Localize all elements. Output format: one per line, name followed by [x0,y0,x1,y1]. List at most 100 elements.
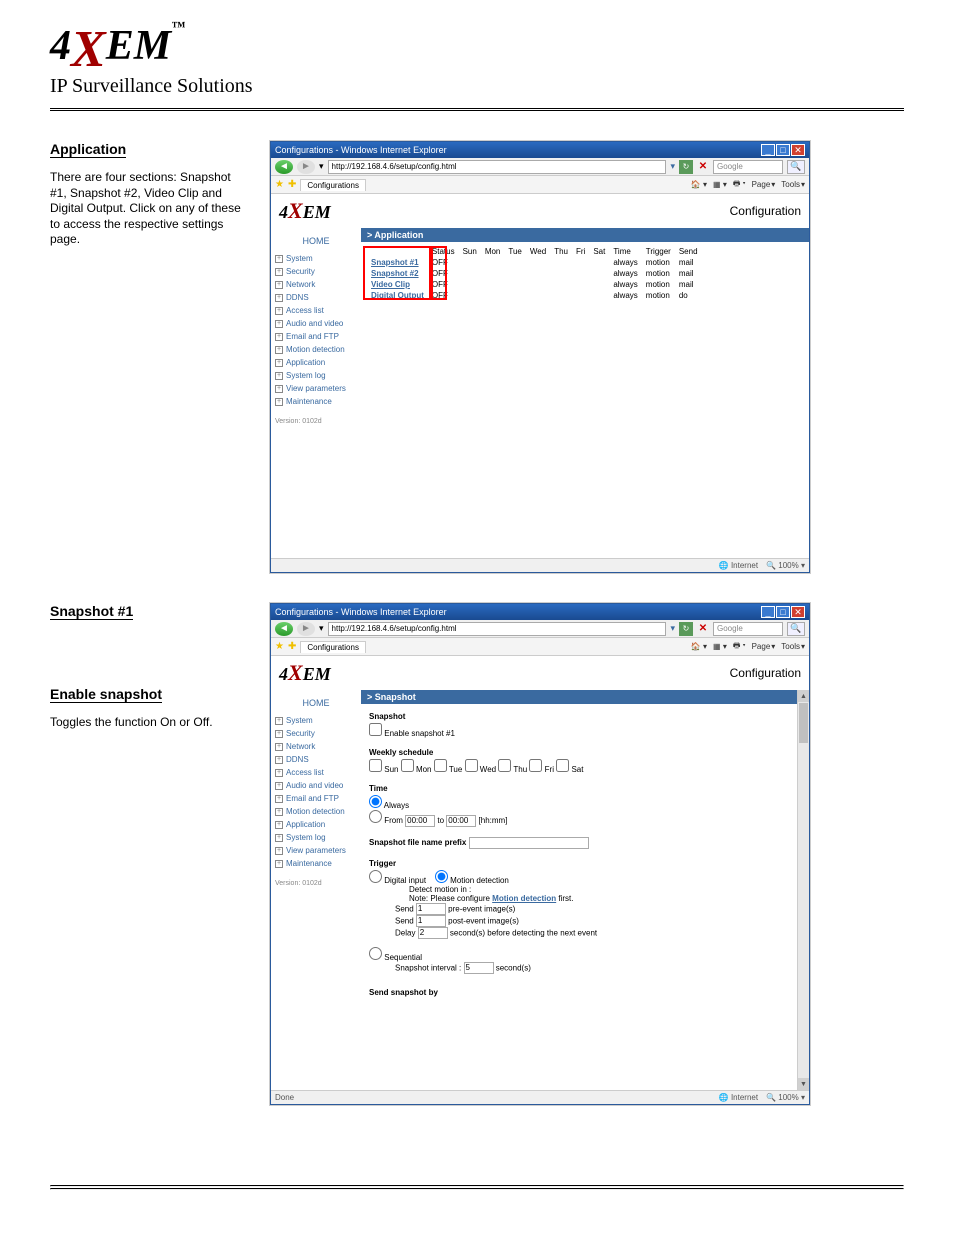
app-link[interactable]: Snapshot #1 [371,258,419,267]
expand-icon[interactable]: + [275,398,283,406]
motion-detection-link[interactable]: Motion detection [492,894,556,903]
sidebar-item[interactable]: +DDNS [273,291,359,304]
forward-button[interactable]: ► [297,160,315,174]
address-dropdown[interactable]: ▾ [670,623,675,634]
expand-icon[interactable]: + [275,255,283,263]
day-checkbox[interactable] [529,759,542,772]
print-tool[interactable]: 🖶 ▾ [733,640,746,654]
pre-event-input[interactable] [416,903,446,915]
sidebar-item[interactable]: +System log [273,369,359,382]
day-checkbox[interactable] [401,759,414,772]
day-checkbox[interactable] [556,759,569,772]
history-dropdown[interactable]: ▾ [319,623,324,634]
refresh-button[interactable]: ↻ [679,160,693,174]
expand-icon[interactable]: + [275,385,283,393]
sidebar-item[interactable]: +View parameters [273,844,359,857]
app-link[interactable]: Snapshot #2 [371,269,419,278]
expand-icon[interactable]: + [275,730,283,738]
from-time-input[interactable] [405,815,435,827]
scroll-down-button[interactable]: ▼ [798,1078,809,1090]
page-tool[interactable]: Page ▾ [752,180,776,189]
post-event-input[interactable] [416,915,446,927]
sidebar-item[interactable]: +Security [273,265,359,278]
page-tool[interactable]: Page ▾ [752,642,776,651]
sidebar-item[interactable]: +System [273,252,359,265]
sidebar-item[interactable]: +System [273,714,359,727]
sidebar-item[interactable]: +Application [273,818,359,831]
scrollbar[interactable]: ▲ ▼ [797,690,809,1090]
expand-icon[interactable]: + [275,281,283,289]
close-button[interactable]: ✕ [791,606,805,618]
sidebar-item[interactable]: +Maintenance [273,395,359,408]
app-link[interactable]: Video Clip [371,280,410,289]
interval-input[interactable] [464,962,494,974]
sidebar-item[interactable]: +Audio and video [273,779,359,792]
sidebar-item[interactable]: +Access list [273,304,359,317]
expand-icon[interactable]: + [275,847,283,855]
expand-icon[interactable]: + [275,359,283,367]
minimize-button[interactable]: _ [761,606,775,618]
search-input[interactable]: Google [713,622,783,636]
expand-icon[interactable]: + [275,769,283,777]
expand-icon[interactable]: + [275,268,283,276]
maximize-button[interactable]: □ [776,144,790,156]
history-dropdown[interactable]: ▾ [319,161,324,172]
expand-icon[interactable]: + [275,346,283,354]
day-checkbox[interactable] [465,759,478,772]
back-button[interactable]: ◄ [275,622,293,636]
sidebar-item[interactable]: +Email and FTP [273,792,359,805]
sidebar-item[interactable]: +Motion detection [273,805,359,818]
day-checkbox[interactable] [498,759,511,772]
home-tool[interactable]: 🏠 ▾ [691,642,707,651]
day-checkbox[interactable] [434,759,447,772]
tools-tool[interactable]: Tools ▾ [781,180,805,189]
expand-icon[interactable]: + [275,743,283,751]
sidebar-item[interactable]: +Access list [273,766,359,779]
expand-icon[interactable]: + [275,307,283,315]
sidebar-item[interactable]: +Motion detection [273,343,359,356]
close-button[interactable]: ✕ [791,144,805,156]
sidebar-item[interactable]: +System log [273,831,359,844]
print-tool[interactable]: 🖶 ▾ [733,178,746,192]
favorites-icon[interactable]: ★ [275,179,284,190]
time-always-radio[interactable] [369,795,382,808]
sidebar-item[interactable]: +Audio and video [273,317,359,330]
search-button[interactable]: 🔍 [787,160,805,174]
expand-icon[interactable]: + [275,821,283,829]
expand-icon[interactable]: + [275,782,283,790]
browser-tab[interactable]: Configurations [300,641,366,653]
sidebar-item[interactable]: +Network [273,278,359,291]
trigger-md-radio[interactable] [435,870,448,883]
scroll-up-button[interactable]: ▲ [798,690,809,702]
minimize-button[interactable]: _ [761,144,775,156]
home-tool[interactable]: 🏠 ▾ [691,180,707,189]
sidebar-home[interactable]: HOME [273,694,359,714]
expand-icon[interactable]: + [275,756,283,764]
sidebar-home[interactable]: HOME [273,232,359,252]
address-input[interactable]: http://192.168.4.6/setup/config.html [328,160,667,174]
sidebar-item[interactable]: +View parameters [273,382,359,395]
sidebar-item[interactable]: +Maintenance [273,857,359,870]
feeds-tool[interactable]: ▦ ▾ [713,180,727,189]
expand-icon[interactable]: + [275,372,283,380]
expand-icon[interactable]: + [275,333,283,341]
expand-icon[interactable]: + [275,320,283,328]
day-checkbox[interactable] [369,759,382,772]
feeds-tool[interactable]: ▦ ▾ [713,642,727,651]
maximize-button[interactable]: □ [776,606,790,618]
to-time-input[interactable] [446,815,476,827]
expand-icon[interactable]: + [275,717,283,725]
enable-snapshot-checkbox[interactable] [369,723,382,736]
search-button[interactable]: 🔍 [787,622,805,636]
expand-icon[interactable]: + [275,834,283,842]
delay-input[interactable] [418,927,448,939]
expand-icon[interactable]: + [275,860,283,868]
sidebar-item[interactable]: +Network [273,740,359,753]
browser-tab[interactable]: Configurations [300,179,366,191]
zoom-level[interactable]: 🔍 100% ▾ [766,561,805,570]
sidebar-item[interactable]: +Application [273,356,359,369]
sequential-radio[interactable] [369,947,382,960]
stop-button[interactable]: ✕ [697,622,709,636]
trigger-di-radio[interactable] [369,870,382,883]
favorites-icon[interactable]: ★ [275,641,284,652]
